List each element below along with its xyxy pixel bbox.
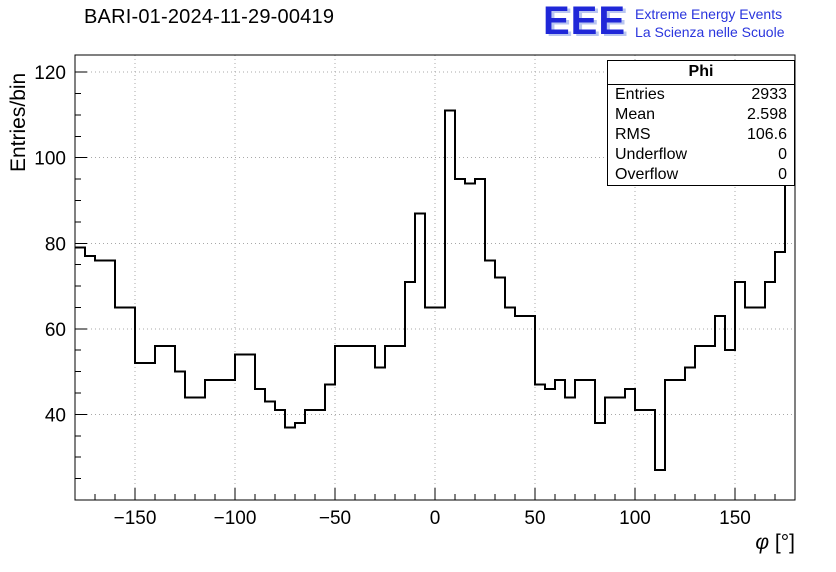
svg-text:40: 40 <box>45 405 66 426</box>
svg-text:−50: −50 <box>319 508 351 529</box>
svg-text:100: 100 <box>619 508 651 529</box>
stats-value: 0 <box>778 146 787 163</box>
svg-text:80: 80 <box>45 234 66 255</box>
stats-row-rms: RMS 106.6 <box>608 125 794 145</box>
svg-text:50: 50 <box>524 508 545 529</box>
stats-row-entries: Entries 2933 <box>608 85 794 105</box>
eee-logo: EEE Extreme Energy Events La Scienza nel… <box>543 0 784 43</box>
stats-value: 2933 <box>751 86 787 103</box>
svg-text:60: 60 <box>45 320 66 341</box>
eee-logo-mark: EEE <box>543 0 627 43</box>
eee-logo-line2: La Scienza nelle Scuole <box>635 24 785 41</box>
stats-value: 106.6 <box>746 126 787 143</box>
svg-text:150: 150 <box>719 508 751 529</box>
stats-row-underflow: Underflow 0 <box>608 145 794 165</box>
stats-row-mean: Mean 2.598 <box>608 105 794 125</box>
stats-label: Underflow <box>615 146 688 163</box>
eee-logo-caption: Extreme Energy Events La Scienza nelle S… <box>635 2 784 41</box>
svg-text:Entries/bin: Entries/bin <box>7 73 30 172</box>
stats-row-overflow: Overflow 0 <box>608 165 794 185</box>
stats-value: 2.598 <box>746 106 787 123</box>
stats-label: Overflow <box>615 166 679 183</box>
eee-logo-line1: Extreme Energy Events <box>635 6 783 22</box>
svg-text:100: 100 <box>34 149 66 170</box>
svg-text:120: 120 <box>34 63 66 84</box>
svg-text:0: 0 <box>430 508 441 529</box>
stats-label: RMS <box>615 126 651 143</box>
svg-text:φ [°]: φ [°] <box>755 531 795 554</box>
stats-label: Mean <box>615 106 656 123</box>
svg-text:−150: −150 <box>114 508 157 529</box>
svg-text:−100: −100 <box>214 508 257 529</box>
plot-title: BARI-01-2024-11-29-00419 <box>84 6 335 28</box>
stats-box: Phi Entries 2933 Mean 2.598 RMS 106.6 Un… <box>607 60 795 186</box>
stats-value: 0 <box>778 166 787 183</box>
stats-box-title: Phi <box>608 61 794 85</box>
stats-label: Entries <box>615 86 665 103</box>
